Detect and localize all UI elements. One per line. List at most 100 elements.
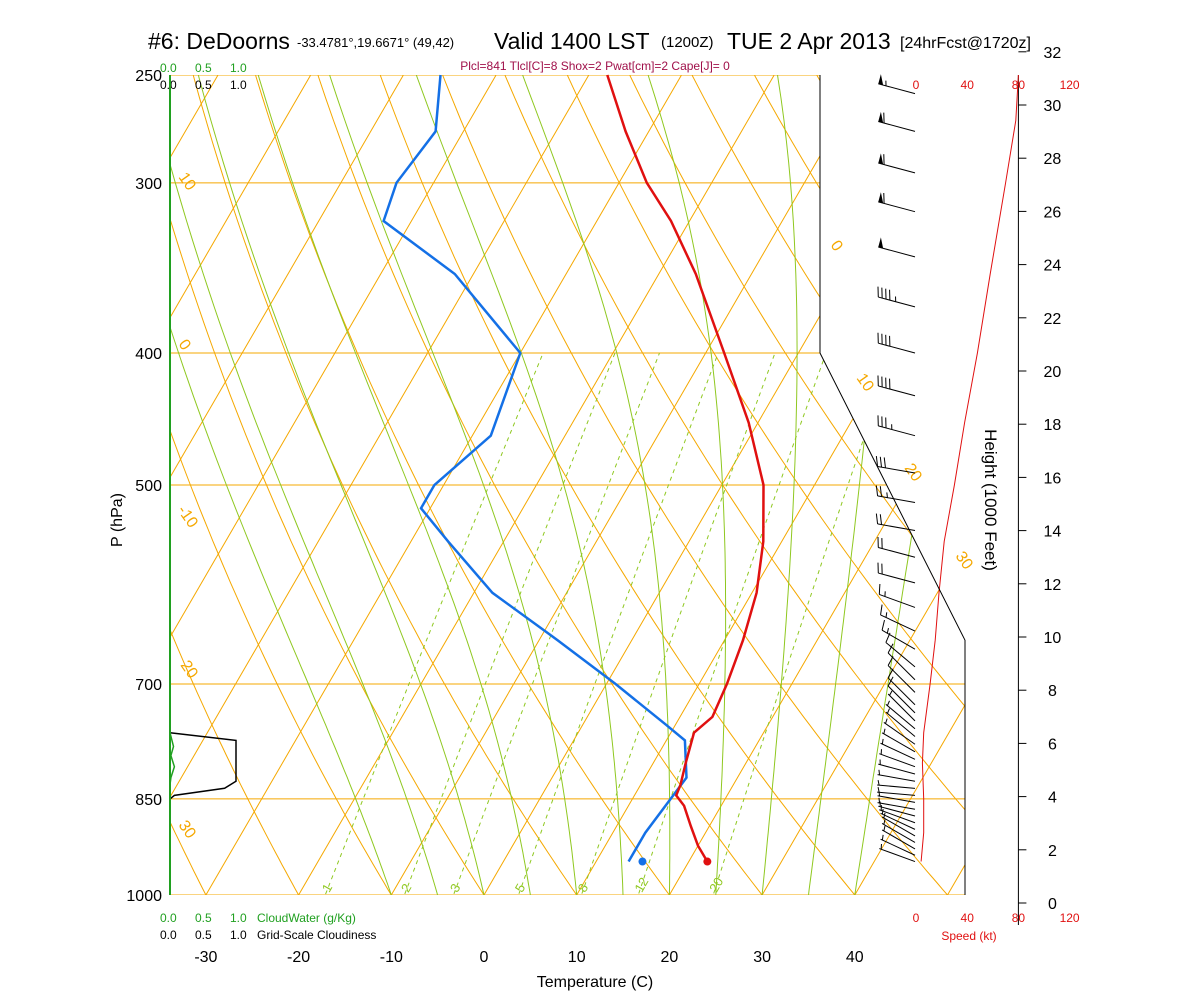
speed-tick-top: 40 [961,78,975,92]
height-tick-label: 18 [1044,417,1062,434]
wind-barb [879,843,916,863]
mixing-ratio-label: 8 [575,881,592,895]
title-coords: -33.4781°,19.6671° (49,42) [297,35,454,50]
profile-layer [382,74,765,866]
wind-barb [875,485,916,503]
dry-adiabat [556,75,965,895]
wind-barb [877,286,916,308]
height-tick-label: 4 [1048,790,1057,807]
wind-barb [878,111,916,132]
wind-barb [878,759,916,775]
temperature-profile [606,74,765,863]
height-axis-title: Height (1000 Feet) [981,429,1000,571]
wind-barb [879,749,916,768]
wind-barbs [875,74,916,863]
wind-barb [878,192,916,213]
wind-barb [878,237,916,258]
moist-adiabat [191,75,485,895]
isotherm-line [744,75,965,895]
wind-barb [887,676,916,714]
cloudwater-scale-bottom-1: 0.5 [195,911,212,925]
cloudiness-scale-bottom-0: 0.0 [160,928,177,942]
cloudiness-scale-top-0: 0.0 [160,78,177,92]
title-valid: Valid 1400 LST [494,28,650,54]
isotherm-side-label: 0 [827,238,846,255]
title-station: #6: DeDoorns [148,28,290,54]
dry-adiabat [1111,51,1200,924]
height-tick-label: 2 [1048,843,1057,860]
wind-barb [880,738,916,760]
isotherm-side-label: -10 [174,503,201,532]
mixing-ratio-label: 3 [447,881,464,895]
cloudwater-scale-top-2: 1.0 [230,61,247,75]
wind-barb [881,825,916,850]
mixing-ratio-line [571,352,776,895]
wind-barb [877,375,916,397]
isotherm-line [374,75,882,895]
wind-barb [877,537,916,558]
moist-adiabat [791,75,891,895]
pressure-tick-label: 250 [135,68,162,85]
wind-barb [887,643,916,681]
cloudiness-scale-bottom-2: 1.0 [230,928,247,942]
dry-adiabat [170,75,504,895]
temperature-tick-label: 30 [753,949,771,966]
dry-adiabat [617,75,965,895]
dry-adiabat [170,75,316,895]
height-tick-label: 10 [1044,630,1062,647]
wind-barb [877,779,916,789]
height-tick-label: 32 [1044,45,1062,62]
speed-tick-top: 120 [1060,78,1080,92]
wind-barb [878,74,916,95]
stability-indices: Plcl=841 Tlcl[C]=8 Shox=2 Pwat[cm]=2 Cap… [460,59,730,73]
surface-dewpoint-point [638,857,647,866]
isotherm-line [837,75,965,895]
mixing-ratio-label: 12 [631,875,651,895]
mixing-ratio-label: 1 [319,881,336,895]
wind-barb [877,415,916,437]
wind-barb [878,801,916,817]
dry-adiabat [494,75,965,895]
dry-adiabat [186,75,598,895]
plot-right-border [819,75,966,895]
isotherm-side-label: 30 [952,549,976,573]
speed-axis-title: Speed (kt) [941,929,996,943]
x-axis-title: Temperature (C) [537,974,653,991]
moist-adiabat [250,75,531,895]
wind-barb [887,656,916,693]
height-tick-label: 24 [1044,258,1062,275]
dry-adiabat [988,51,1200,924]
moist-adiabat [837,75,965,895]
height-tick-label: 20 [1044,364,1062,381]
mixing-ratio-label: 5 [512,881,529,895]
pressure-tick-label: 850 [135,792,162,809]
dry-adiabat [679,75,965,895]
pressure-tick-label: 1000 [126,888,162,905]
height-tick-label: 8 [1048,683,1057,700]
temperature-tick-label: 40 [846,949,864,966]
height-tick-label: 22 [1044,311,1062,328]
dry-adiabat [1050,51,1200,924]
isotherm-line [0,51,139,924]
moist-adiabat [170,75,392,895]
isotherm-line [281,75,789,895]
wind-barb [885,700,916,730]
wind-barb [875,456,916,474]
mixing-ratio-line [628,352,827,895]
moist-adiabat [170,75,439,895]
isotherm-line [559,75,965,895]
cloudwater-scale-bottom-2: 1.0 [230,911,247,925]
mixing-ratio-line [703,352,894,895]
mixing-ratio-line [442,352,660,895]
wind-barb [878,584,916,608]
wind-barb [880,604,916,632]
dry-adiabat [309,75,786,895]
cloudwater-scale-top-1: 0.5 [195,61,212,75]
title-date: TUE 2 Apr 2013 [727,28,891,54]
height-tick-label: 12 [1044,577,1062,594]
dry-adiabat [0,51,127,924]
dry-adiabat [170,75,410,895]
dry-adiabat [170,75,222,895]
